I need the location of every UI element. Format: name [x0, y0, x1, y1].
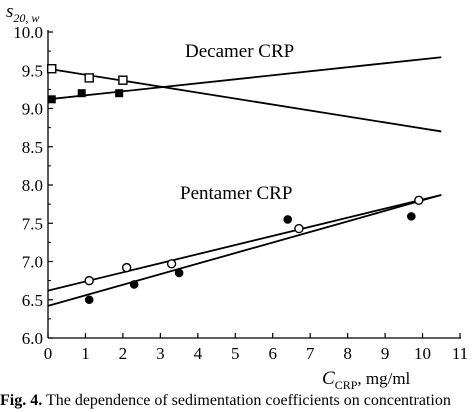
decamer-annotation: Decamer CRP [185, 41, 294, 62]
x-axis-label-sub: CRP [335, 378, 358, 392]
data-markers [47, 64, 424, 305]
point-open-square [47, 64, 57, 74]
x-tick-label: 11 [452, 344, 468, 363]
x-tick-label: 2 [119, 344, 128, 363]
y-tick-label: 7.5 [22, 214, 43, 233]
figure-caption: Fig. 4. The dependence of sedimentation … [0, 392, 474, 412]
y-tick-label: 9.0 [22, 100, 43, 119]
point-filled-square [115, 89, 124, 98]
point-filled-circle [407, 212, 416, 221]
y-axis-label-sub: 20, w [13, 11, 39, 25]
x-tick-label: 8 [343, 344, 352, 363]
point-open-square [84, 73, 94, 83]
x-tick-label: 10 [414, 344, 431, 363]
fit-line-open-circle [47, 194, 442, 292]
x-axis-label: CCRP, mg/ml [322, 368, 411, 392]
x-tick-label: 0 [44, 344, 53, 363]
point-filled-circle [283, 215, 293, 224]
y-tick-label: 6.0 [22, 329, 43, 348]
point-open-square [118, 75, 128, 85]
fit-line-open-square [47, 67, 442, 133]
axes [47, 30, 461, 339]
y-axis-label: s20, w [6, 1, 39, 25]
pentamer-annotation: Pentamer CRP [180, 183, 292, 204]
point-filled-circle [84, 295, 94, 305]
x-tick-label: 3 [156, 344, 165, 363]
x-tick-label: 7 [306, 344, 315, 363]
y-tick-label: 7.0 [22, 253, 43, 272]
fit-line-filled-circle [47, 194, 442, 307]
x-axis-label-unit: , mg/ml [357, 369, 410, 388]
figure-caption-text: The dependence of sedimentation coeffici… [45, 392, 451, 409]
point-filled-circle [129, 280, 139, 289]
y-tick-label: 9.5 [22, 61, 43, 80]
point-filled-square [47, 95, 56, 104]
x-tick-label: 4 [194, 344, 203, 363]
x-tick-label: 9 [381, 344, 390, 363]
x-axis-label-main: C [322, 368, 335, 389]
fit-line-filled-square [47, 56, 442, 101]
y-tick-label: 8.0 [22, 176, 43, 195]
point-open-circle [166, 259, 177, 269]
x-tick-label: 6 [268, 344, 277, 363]
x-tick-label: 1 [81, 344, 90, 363]
point-open-circle [294, 223, 304, 234]
point-open-circle [121, 262, 132, 273]
tick-labels: 0 1 2 3 4 5 6 7 8 9 10 11 6.0 6.5 7.0 7.5 8.0 8.5 9.0 9.5 10… [13, 23, 468, 363]
y-tick-label: 6.5 [22, 291, 43, 310]
sedimentation-chart: 0 1 2 3 4 5 6 7 8 9 10 11 6.0 6.5 7.0 7.5 8.0 8.5 9.0 9.5 10… [6, 1, 468, 392]
y-axis-label-main: s [6, 1, 13, 22]
y-tick-label: 10.0 [13, 23, 43, 42]
point-filled-circle [174, 268, 184, 278]
figure-caption-label: Fig. 4. [0, 392, 43, 409]
y-tick-label: 8.5 [22, 138, 43, 157]
x-tick-label: 5 [231, 344, 240, 363]
point-open-circle [84, 275, 94, 286]
fit-lines [47, 56, 442, 307]
point-open-circle [414, 195, 424, 206]
point-filled-square [77, 89, 86, 98]
